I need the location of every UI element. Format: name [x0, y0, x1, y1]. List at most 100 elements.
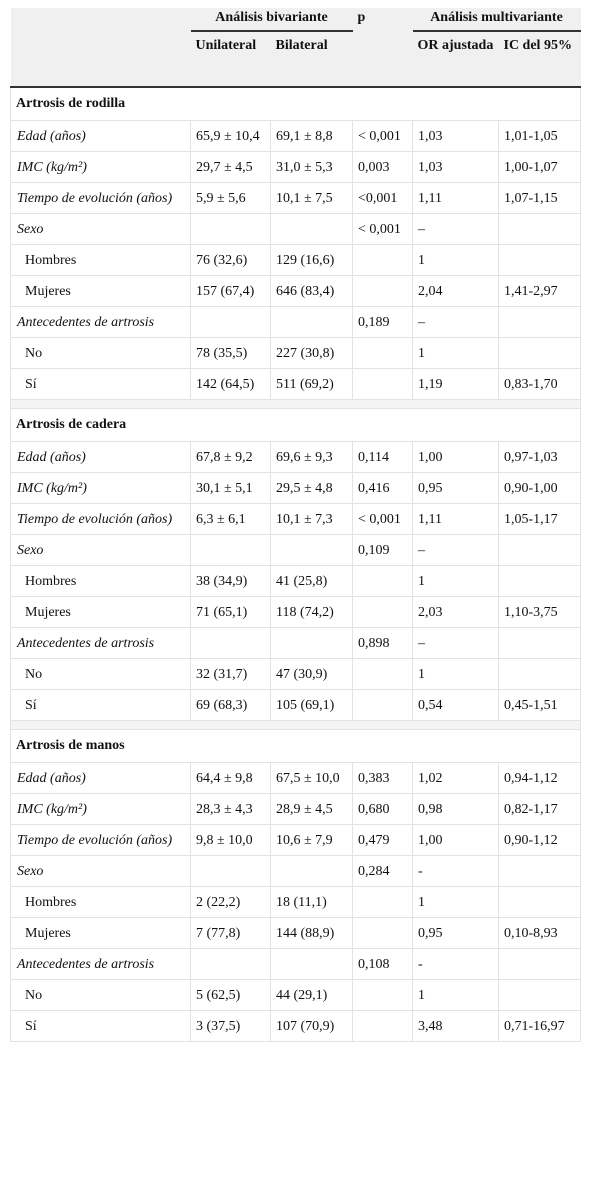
row-label: IMC (kg/m²) — [10, 793, 191, 825]
data-row: IMC (kg/m²) 29,7 ± 4,5 31,0 ± 5,3 0,003 1,03… — [10, 151, 581, 183]
cell — [352, 337, 413, 369]
data-row: Antecedentes de artrosis 0,189– — [10, 306, 581, 338]
data-row: Sexo 0,284- — [10, 855, 581, 887]
cell: 1,03 — [412, 120, 499, 152]
cell — [352, 979, 413, 1011]
cell: 9,8 ± 10,0 — [190, 824, 271, 856]
cell: - — [412, 855, 499, 887]
data-row: Edad (años) 64,4 ± 9,8 67,5 ± 10,0 0,383 1,0… — [10, 762, 581, 794]
cell: 0,109 — [352, 534, 413, 566]
cell: – — [412, 213, 499, 245]
cell — [352, 596, 413, 628]
cell — [498, 244, 581, 276]
column-header: Bilateral — [270, 31, 353, 88]
cell: 0,71-16,97 — [498, 1010, 581, 1042]
cell: 0,94-1,12 — [498, 762, 581, 794]
cell: 118 (74,2) — [270, 596, 353, 628]
cell: 0,10-8,93 — [498, 917, 581, 949]
data-row: Hombres 2 (22,2) 18 (11,1) 1 — [10, 886, 581, 918]
p-header: p — [352, 8, 413, 31]
column-header: IC del 95% — [498, 31, 581, 88]
data-row: Tiempo de evolución (años) 6,3 ± 6,1 10,1 … — [10, 503, 581, 535]
cell — [352, 917, 413, 949]
cell: 31,0 ± 5,3 — [270, 151, 353, 183]
cell: 41 (25,8) — [270, 565, 353, 597]
row-label: Mujeres — [10, 275, 191, 307]
data-row: Antecedentes de artrosis 0,108- — [10, 948, 581, 980]
row-label: Sí — [10, 368, 191, 400]
cell — [498, 213, 581, 245]
cell — [190, 306, 271, 338]
group-header: Análisis multivariante — [412, 8, 581, 32]
section-row: Artrosis de manos — [10, 729, 581, 763]
row-label: Antecedentes de artrosis — [10, 627, 191, 659]
data-row: No 32 (31,7) 47 (30,9) 1 — [10, 658, 581, 690]
header-empty — [352, 31, 413, 88]
row-label: Mujeres — [10, 917, 191, 949]
section-row: Artrosis de cadera — [10, 408, 581, 442]
cell — [352, 886, 413, 918]
data-row: IMC (kg/m²) 30,1 ± 5,1 29,5 ± 4,8 0,416 0,95… — [10, 472, 581, 504]
cell: 1,05-1,17 — [498, 503, 581, 535]
cell: 0,416 — [352, 472, 413, 504]
cell: < 0,001 — [352, 213, 413, 245]
cell: 0,114 — [352, 441, 413, 473]
row-label: Antecedentes de artrosis — [10, 306, 191, 338]
row-label: Sexo — [10, 534, 191, 566]
cell: 5,9 ± 5,6 — [190, 182, 271, 214]
cell — [498, 658, 581, 690]
data-row: Sexo 0,109– — [10, 534, 581, 566]
table-body: Artrosis de rodilla Edad (años) 65,9 ± 10,… — [10, 86, 581, 1042]
row-label: Hombres — [10, 244, 191, 276]
cell — [270, 213, 353, 245]
cell: - — [412, 948, 499, 980]
cell: 0,97-1,03 — [498, 441, 581, 473]
row-label: Hombres — [10, 565, 191, 597]
data-row: Mujeres 71 (65,1) 118 (74,2) 2,03 1,10-3,75 — [10, 596, 581, 628]
cell: 0,54 — [412, 689, 499, 721]
cell: 1 — [412, 979, 499, 1011]
cell: 5 (62,5) — [190, 979, 271, 1011]
row-label: Tiempo de evolución (años) — [10, 824, 191, 856]
data-row: Sí 3 (37,5) 107 (70,9) 3,48 0,71-16,97 — [10, 1010, 581, 1042]
cell: 0,383 — [352, 762, 413, 794]
cell — [352, 565, 413, 597]
cell: 28,3 ± 4,3 — [190, 793, 271, 825]
cell: 0,82-1,17 — [498, 793, 581, 825]
cell: 107 (70,9) — [270, 1010, 353, 1042]
data-row: Mujeres 157 (67,4) 646 (83,4) 2,04 1,41-2,97 — [10, 275, 581, 307]
header-empty — [10, 8, 191, 31]
cell: 646 (83,4) — [270, 275, 353, 307]
cell: 0,90-1,00 — [498, 472, 581, 504]
spacer — [10, 720, 581, 730]
cell — [352, 1010, 413, 1042]
cell: 227 (30,8) — [270, 337, 353, 369]
cell: 0,003 — [352, 151, 413, 183]
cell — [190, 213, 271, 245]
spacer — [10, 399, 581, 409]
cell: 2,03 — [412, 596, 499, 628]
cell: 78 (35,5) — [190, 337, 271, 369]
data-row: Sí 69 (68,3) 105 (69,1) 0,54 0,45-1,51 — [10, 689, 581, 721]
cell — [352, 368, 413, 400]
section-title: Artrosis de manos — [10, 729, 581, 763]
row-label: No — [10, 658, 191, 690]
data-row: Hombres 38 (34,9) 41 (25,8) 1 — [10, 565, 581, 597]
cell: 38 (34,9) — [190, 565, 271, 597]
cell: 1 — [412, 337, 499, 369]
row-label: IMC (kg/m²) — [10, 472, 191, 504]
cell: 69,1 ± 8,8 — [270, 120, 353, 152]
cell: 0,189 — [352, 306, 413, 338]
cell: 6,3 ± 6,1 — [190, 503, 271, 535]
cell: 10,6 ± 7,9 — [270, 824, 353, 856]
cell: 0,108 — [352, 948, 413, 980]
row-label: Sí — [10, 689, 191, 721]
cell: 1,19 — [412, 368, 499, 400]
group-header: Análisis bivariante — [190, 8, 353, 32]
cell: 1,11 — [412, 503, 499, 535]
row-label: Sexo — [10, 213, 191, 245]
data-row: Edad (años) 67,8 ± 9,2 69,6 ± 9,3 0,114 1,00… — [10, 441, 581, 473]
data-row: Sí 142 (64,5) 511 (69,2) 1,19 0,83-1,70 — [10, 368, 581, 400]
row-label: No — [10, 979, 191, 1011]
